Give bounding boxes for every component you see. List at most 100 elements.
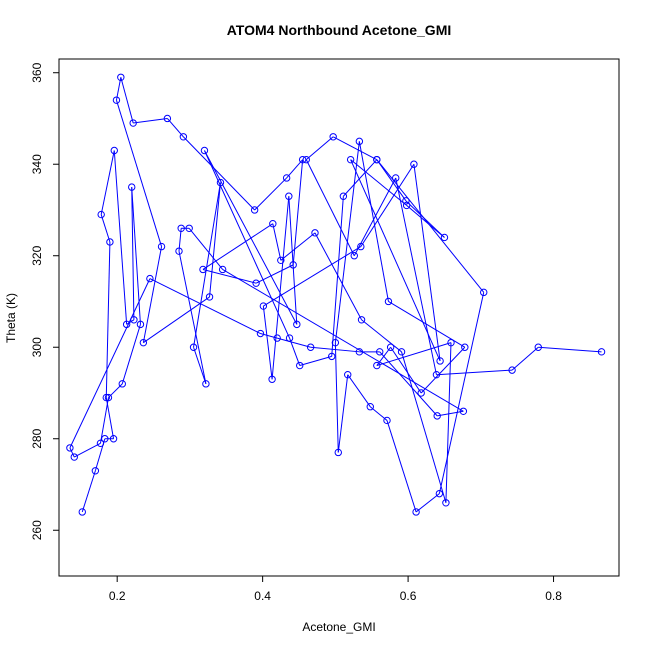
series-segment [113, 150, 128, 325]
series-segment [347, 374, 371, 408]
data-point [252, 279, 260, 287]
data-point [78, 508, 86, 516]
series-segment [420, 346, 466, 394]
data-point [296, 361, 304, 370]
series-segment [395, 177, 437, 375]
data-point [130, 316, 138, 324]
series-segment [289, 337, 301, 366]
y-axis-label: Theta (K) [4, 293, 18, 343]
data-point [250, 206, 259, 214]
data-point [163, 114, 172, 123]
data-point [331, 338, 340, 347]
data-point [334, 448, 342, 457]
y-tick-label: 300 [30, 337, 44, 357]
x-tick-label: 0.6 [400, 589, 417, 603]
data-point [128, 183, 136, 191]
series-segment [202, 268, 257, 284]
data-point [355, 348, 364, 356]
series-segment [133, 117, 168, 124]
series-segment [202, 223, 274, 270]
data-point [384, 297, 393, 306]
y-tick-label: 280 [30, 428, 44, 448]
data-point [273, 334, 281, 342]
series-segment [331, 196, 344, 357]
series-segment [358, 141, 389, 302]
x-tick-label: 0.4 [254, 589, 271, 603]
data-point [376, 348, 384, 356]
series-segment [263, 246, 362, 307]
data-point [344, 370, 352, 379]
series-segment [413, 164, 441, 362]
data-point [175, 247, 183, 255]
series-segment [193, 182, 221, 348]
data-point [480, 288, 488, 297]
series-segment [361, 319, 402, 353]
series-segment [100, 150, 115, 215]
series-segment [538, 346, 602, 353]
data-point [277, 256, 285, 265]
data-point [366, 403, 374, 411]
data-point [412, 508, 420, 516]
series-segment [379, 351, 438, 417]
series-segment [126, 319, 135, 325]
data-point [106, 238, 114, 246]
data-point [289, 261, 297, 269]
series-segment [350, 159, 441, 362]
x-tick-label: 0.8 [545, 589, 562, 603]
series-segment [436, 369, 513, 376]
data-point [373, 155, 381, 164]
data-point [285, 334, 294, 342]
data-point [136, 320, 145, 329]
data-point [433, 412, 441, 420]
series-segment [183, 136, 255, 211]
data-point [402, 201, 411, 210]
series-segment [272, 223, 282, 261]
series-segment [166, 118, 184, 138]
data-point [218, 265, 227, 274]
data-point [293, 320, 301, 329]
series-segment [288, 196, 298, 325]
data-point [104, 393, 113, 402]
data-point [97, 210, 105, 219]
data-point [102, 393, 110, 402]
series-segment [74, 442, 101, 458]
data-point [402, 197, 410, 205]
series-segment [254, 177, 287, 211]
series-segment [401, 351, 447, 503]
data-point [91, 467, 100, 475]
series-segment [188, 227, 224, 270]
data-point [442, 499, 450, 507]
data-point [346, 155, 355, 164]
data-point [432, 370, 441, 379]
data-point [122, 320, 131, 329]
data-point [66, 444, 74, 452]
series-segment [81, 470, 96, 513]
data-point [397, 348, 406, 356]
series-segment [115, 100, 163, 247]
series-segment [255, 264, 294, 284]
series-segment [143, 296, 210, 344]
series-segment [262, 306, 273, 380]
series-segment [353, 177, 397, 256]
series-segment [390, 346, 422, 394]
series-segment [209, 182, 221, 297]
data-point [306, 343, 315, 351]
data-point [392, 174, 400, 182]
data-point [417, 389, 425, 397]
series-segment [142, 246, 163, 343]
data-point [461, 343, 469, 351]
plot-frame [58, 58, 620, 577]
series-segment [314, 232, 362, 321]
data-point [185, 224, 193, 232]
series-segment [178, 251, 207, 384]
data-point [328, 352, 336, 361]
data-point [199, 265, 207, 274]
series-segment [69, 447, 75, 458]
data-point [355, 137, 364, 146]
data-point [282, 174, 291, 182]
data-point [386, 343, 395, 351]
data-point [118, 380, 126, 388]
series-lines-layer [69, 77, 602, 513]
data-point [189, 343, 198, 351]
